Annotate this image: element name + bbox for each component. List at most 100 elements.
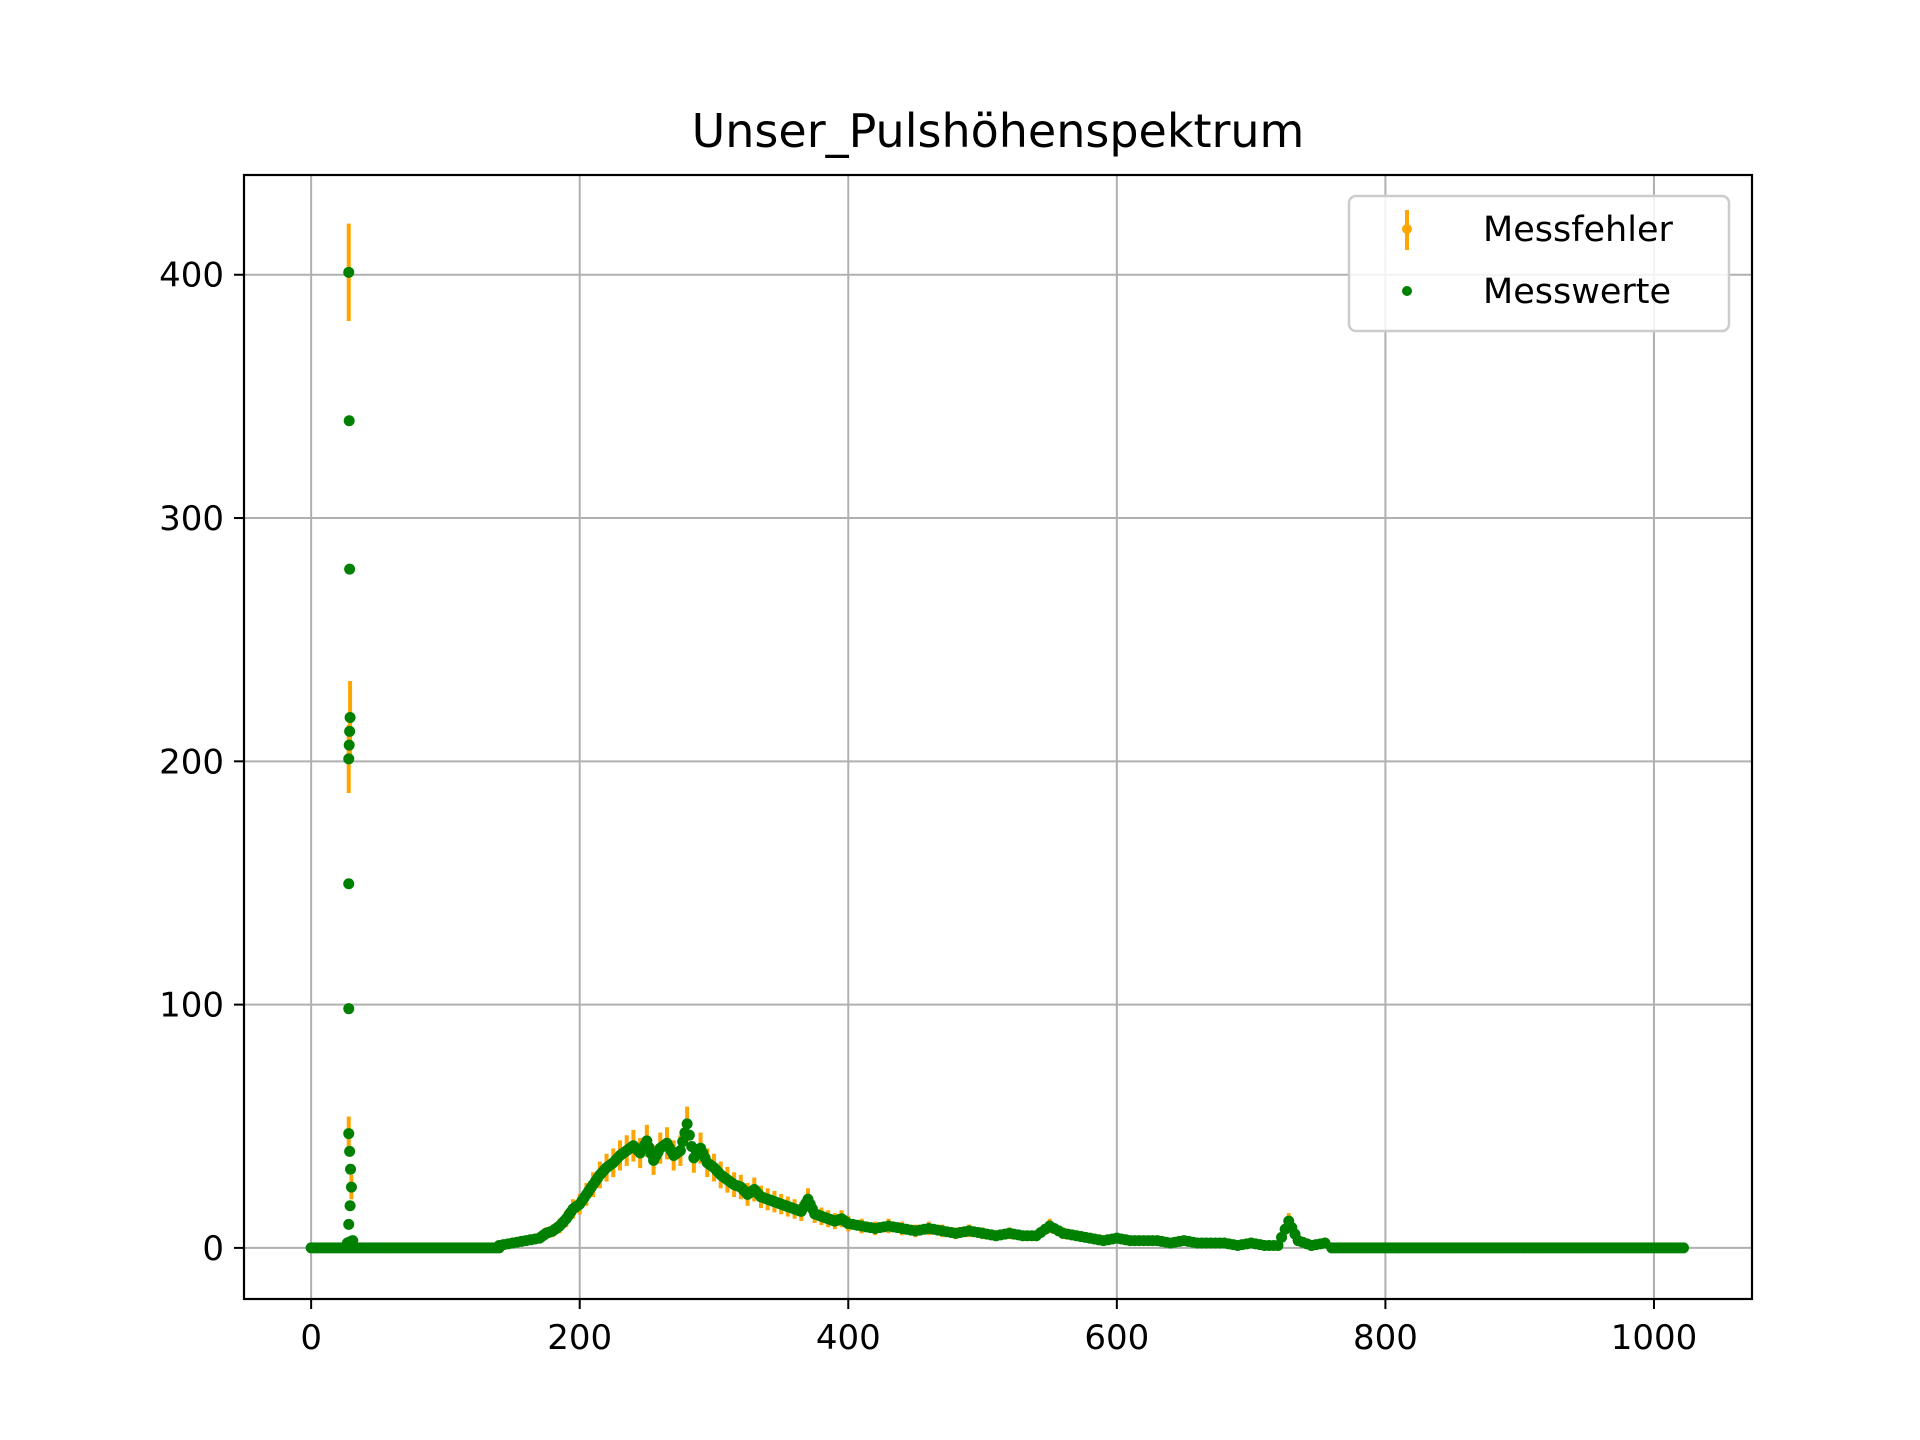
data-point bbox=[1124, 1235, 1136, 1247]
data-point bbox=[520, 1235, 532, 1247]
data-point bbox=[950, 1227, 962, 1239]
data-point bbox=[343, 1003, 355, 1015]
data-point bbox=[1111, 1232, 1123, 1244]
point-series bbox=[305, 266, 1690, 1254]
data-point bbox=[683, 1129, 695, 1141]
data-point bbox=[1319, 1237, 1331, 1249]
data-point bbox=[923, 1222, 935, 1234]
data-point bbox=[963, 1225, 975, 1237]
y-tick-label: 0 bbox=[202, 1229, 224, 1269]
data-point bbox=[1272, 1239, 1284, 1251]
data-point bbox=[1191, 1237, 1203, 1249]
data-point bbox=[345, 1181, 357, 1193]
data-point bbox=[1205, 1237, 1217, 1249]
x-tick-label: 200 bbox=[547, 1318, 612, 1358]
data-point bbox=[343, 415, 355, 427]
data-point bbox=[580, 1188, 592, 1200]
y-tick-label: 400 bbox=[159, 256, 224, 296]
data-point bbox=[493, 1239, 505, 1251]
data-point bbox=[695, 1142, 707, 1154]
data-point bbox=[344, 725, 356, 737]
data-point bbox=[345, 1163, 357, 1175]
data-point bbox=[574, 1198, 586, 1210]
y-tick-label: 100 bbox=[159, 986, 224, 1026]
data-point bbox=[343, 878, 355, 890]
data-point bbox=[343, 1218, 355, 1230]
data-point bbox=[735, 1181, 747, 1193]
data-point bbox=[1292, 1235, 1304, 1247]
data-point bbox=[748, 1184, 760, 1196]
data-point bbox=[1044, 1220, 1056, 1232]
x-tick-label: 0 bbox=[300, 1318, 322, 1358]
data-point bbox=[343, 1128, 355, 1140]
data-point bbox=[344, 563, 356, 575]
data-point bbox=[1084, 1232, 1096, 1244]
legend: Messfehler Messwerte bbox=[1347, 194, 1731, 333]
legend-label-messwerte: Messwerte bbox=[1483, 272, 1671, 312]
data-point bbox=[883, 1220, 895, 1232]
legend-box bbox=[1347, 194, 1731, 333]
data-point bbox=[1178, 1235, 1190, 1247]
data-point bbox=[795, 1205, 807, 1217]
legend-point-marker bbox=[1402, 286, 1412, 296]
data-point bbox=[344, 712, 356, 724]
data-point bbox=[1017, 1230, 1029, 1242]
data-point bbox=[343, 753, 355, 765]
data-point bbox=[869, 1222, 881, 1234]
data-point bbox=[1151, 1235, 1163, 1247]
x-tick-label: 600 bbox=[1084, 1318, 1149, 1358]
data-point bbox=[587, 1179, 599, 1191]
data-point bbox=[347, 1235, 359, 1247]
data-point bbox=[507, 1237, 519, 1249]
data-point bbox=[344, 1200, 356, 1212]
data-point bbox=[641, 1135, 653, 1147]
data-point bbox=[1232, 1239, 1244, 1251]
data-point bbox=[909, 1225, 921, 1237]
data-point bbox=[634, 1147, 646, 1159]
data-point bbox=[802, 1193, 814, 1205]
data-point bbox=[1306, 1239, 1318, 1251]
data-point bbox=[936, 1225, 948, 1237]
data-point bbox=[1138, 1235, 1150, 1247]
data-point bbox=[594, 1169, 606, 1181]
data-point bbox=[674, 1145, 686, 1157]
data-point bbox=[1245, 1237, 1257, 1249]
data-point bbox=[661, 1137, 673, 1149]
data-point bbox=[343, 739, 355, 751]
data-point bbox=[627, 1140, 639, 1152]
grid bbox=[244, 175, 1752, 1299]
data-point bbox=[1071, 1230, 1083, 1242]
data-point bbox=[1030, 1230, 1042, 1242]
data-point bbox=[554, 1220, 566, 1232]
data-point bbox=[842, 1218, 854, 1230]
data-point bbox=[560, 1213, 572, 1225]
legend-errorbar-dot bbox=[1402, 224, 1412, 234]
data-point bbox=[607, 1157, 619, 1169]
data-point bbox=[1218, 1237, 1230, 1249]
data-point bbox=[856, 1220, 868, 1232]
axes-frame bbox=[242, 173, 1754, 1301]
x-tick-label: 400 bbox=[816, 1318, 881, 1358]
data-point bbox=[1097, 1235, 1109, 1247]
data-point bbox=[1003, 1227, 1015, 1239]
ticks: 0 200 400 600 800 1000 0 100 200 300 400 bbox=[159, 256, 1697, 1358]
data-point bbox=[343, 266, 355, 278]
data-point bbox=[896, 1222, 908, 1234]
x-tick-label: 1000 bbox=[1611, 1318, 1698, 1358]
data-point bbox=[1165, 1237, 1177, 1249]
y-tick-label: 300 bbox=[159, 499, 224, 539]
legend-label-messfehler: Messfehler bbox=[1483, 210, 1673, 250]
data-point bbox=[977, 1227, 989, 1239]
data-point bbox=[681, 1118, 693, 1130]
data-point bbox=[1259, 1239, 1271, 1251]
chart-title: Unser_Pulshöhenspektrum bbox=[692, 104, 1305, 158]
data-point bbox=[1283, 1215, 1295, 1227]
data-point bbox=[1678, 1242, 1690, 1254]
x-tick-label: 800 bbox=[1353, 1318, 1418, 1358]
data-point bbox=[688, 1152, 700, 1164]
data-point bbox=[344, 1145, 356, 1157]
data-point bbox=[708, 1162, 720, 1174]
data-point bbox=[1057, 1227, 1069, 1239]
errorbar-series bbox=[345, 223, 1327, 1248]
